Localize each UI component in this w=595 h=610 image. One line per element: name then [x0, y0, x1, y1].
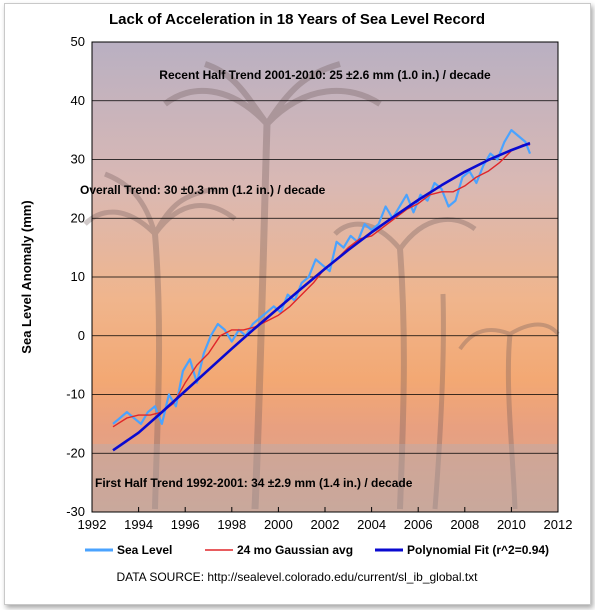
palm-tree-silhouettes: [83, 61, 560, 510]
series-line-polynomial-fit: [112, 141, 531, 452]
sea-band: [92, 444, 558, 512]
y-tick-label-4: 10: [71, 269, 85, 284]
x-tick-label-0: 1992: [78, 517, 107, 532]
chart-frame: Lack of Acceleration in 18 Years of Sea …: [4, 3, 591, 605]
y-axis-label: Sea Level Anomaly (mm): [19, 200, 34, 353]
y-tick-label-3: 0: [78, 328, 85, 343]
x-tick-label-5: 2002: [311, 517, 340, 532]
y-tick-label-8: 50: [71, 34, 85, 49]
annotation-recent-trend: Recent Half Trend 2001-2010: 25 ±2.6 mm …: [159, 68, 491, 82]
x-tick-label-4: 2000: [264, 517, 293, 532]
series-line-sea-level: [112, 128, 532, 425]
x-tick-label-1: 1994: [124, 517, 153, 532]
annotation-overall-trend: Overall Trend: 30 ±0.3 mm (1.2 in.) / de…: [80, 183, 326, 197]
x-tick-label-3: 1998: [217, 517, 246, 532]
legend: Sea Level 24 mo Gaussian avg Polynomial …: [85, 543, 549, 557]
y-tick-label-0: -30: [66, 504, 85, 519]
legend-label-sea-level: Sea Level: [117, 543, 172, 557]
x-tick-label-7: 2006: [404, 517, 433, 532]
y-tick-label-7: 40: [71, 93, 85, 108]
grid-lines: [92, 100, 558, 454]
x-tick-label-8: 2008: [450, 517, 479, 532]
y-tick-label-5: 20: [71, 210, 85, 225]
legend-label-polynomial: Polynomial Fit (r^2=0.94): [407, 543, 549, 557]
tick-labels: -30 -20 -10 0 10 20 30 40 50 1992 1994 1996 1998 2000…: [66, 34, 572, 532]
chart: Lack of Acceleration in 18 Years of Sea …: [19, 11, 572, 584]
x-tick-label-9: 2010: [497, 517, 526, 532]
legend-label-gaussian: 24 mo Gaussian avg: [237, 543, 353, 557]
annotation-first-trend: First Half Trend 1992-2001: 34 ±2.9 mm (…: [95, 476, 413, 490]
x-tick-label-10: 2012: [544, 517, 573, 532]
y-tick-label-2: -10: [66, 387, 85, 402]
y-tick-label-1: -20: [66, 445, 85, 460]
y-tick-label-6: 30: [71, 152, 85, 167]
chart-title: Lack of Acceleration in 18 Years of Sea …: [109, 11, 485, 28]
data-source: DATA SOURCE: http://sealevel.colorado.ed…: [116, 570, 478, 584]
series-layer: [112, 128, 532, 452]
x-tick-label-6: 2004: [357, 517, 386, 532]
x-tick-label-2: 1996: [171, 517, 200, 532]
